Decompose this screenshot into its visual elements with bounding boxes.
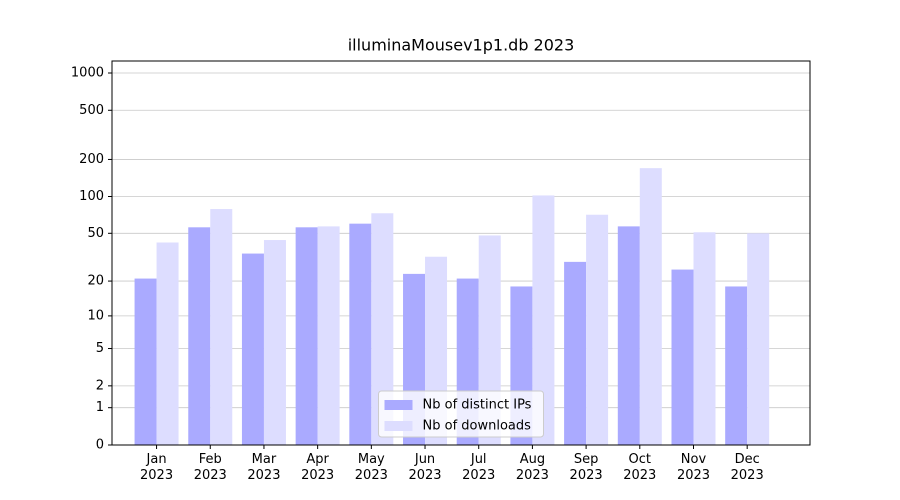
bar [617, 226, 640, 445]
y-tick-label: 200 [79, 152, 104, 167]
chart-title: illuminaMousev1p1.db 2023 [348, 36, 575, 55]
y-tick-label: 5 [96, 341, 104, 356]
legend-swatch [384, 400, 413, 410]
y-tick-label: 20 [87, 274, 104, 289]
y-tick-label: 2 [96, 378, 104, 393]
plot-frame [111, 60, 811, 446]
bar [693, 232, 716, 445]
x-tick-label: Jan 2023 [140, 452, 174, 483]
bar [747, 233, 770, 445]
bar [134, 278, 157, 445]
bar [586, 214, 609, 445]
bar [156, 242, 179, 445]
bar [317, 226, 340, 445]
y-tick-label: 1000 [71, 66, 104, 81]
legend-swatch [384, 421, 413, 431]
bar [295, 227, 318, 445]
bar [263, 240, 286, 445]
bar [564, 261, 587, 445]
y-tick-label: 500 [79, 103, 104, 118]
x-tick-label: Sep 2023 [569, 452, 603, 483]
legend-label: Nb of distinct IPs [423, 398, 532, 413]
bar [371, 213, 394, 445]
legend-box [378, 390, 544, 438]
bar [210, 209, 233, 445]
x-tick-label: Jul 2023 [462, 452, 496, 483]
bar [349, 223, 372, 445]
y-tick-label: 1 [96, 400, 104, 415]
y-tick-label: 10 [87, 308, 104, 323]
x-tick-label: Aug 2023 [515, 452, 549, 483]
x-tick-label: Feb 2023 [193, 452, 227, 483]
x-tick-label: Mar 2023 [247, 452, 281, 483]
x-tick-label: Oct 2023 [623, 452, 657, 483]
bar [188, 227, 211, 445]
x-tick-label: Nov 2023 [676, 452, 711, 483]
bar [725, 286, 748, 445]
x-tick-label: Apr 2023 [301, 452, 335, 483]
x-tick-label: Dec 2023 [730, 452, 764, 483]
bar [639, 168, 662, 445]
legend-label: Nb of downloads [423, 419, 532, 434]
y-tick-label: 0 [96, 438, 104, 453]
x-tick-label: Jun 2023 [408, 452, 442, 483]
x-tick-label: May 2023 [354, 452, 388, 483]
bar [532, 195, 555, 445]
bar [671, 269, 694, 445]
bar [241, 253, 264, 445]
y-tick-label: 100 [79, 189, 104, 204]
y-tick-label: 50 [87, 226, 104, 241]
